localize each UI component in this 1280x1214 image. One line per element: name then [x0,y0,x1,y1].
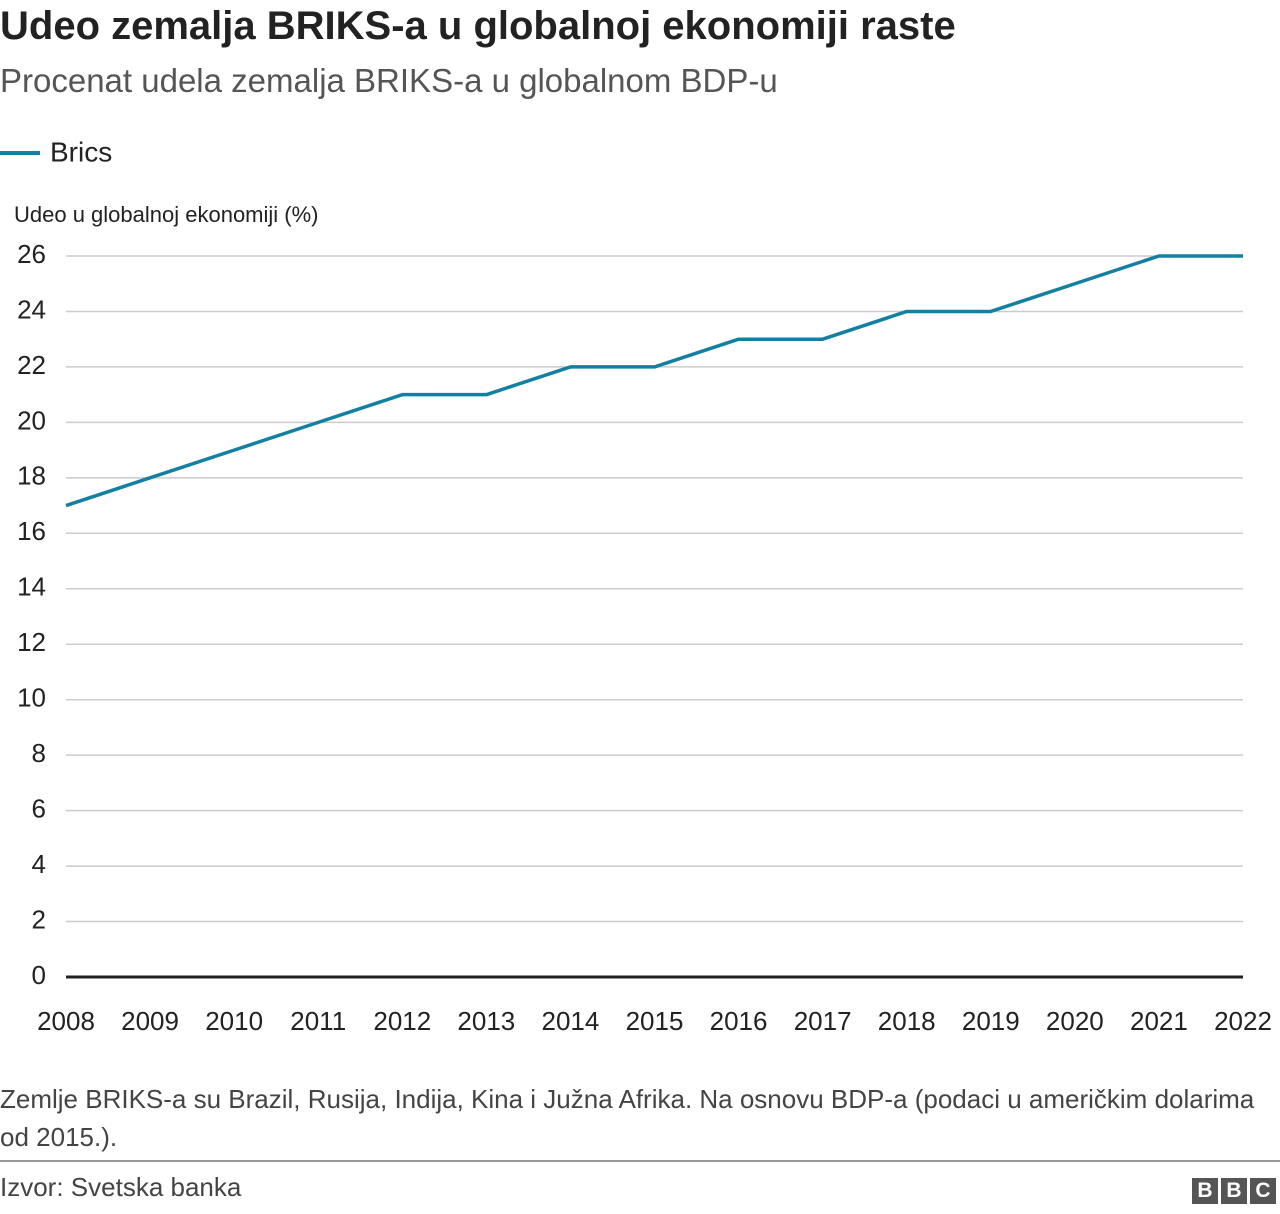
x-tick-label: 2021 [1130,1006,1188,1036]
x-tick-label: 2018 [878,1006,936,1036]
x-tick-label: 2017 [794,1006,852,1036]
source: Izvor: Svetska banka [0,1172,242,1202]
title: Udeo zemalja BRIKS-a u globalnoj ekonomi… [0,4,956,48]
x-tick-label: 2010 [205,1006,263,1036]
y-tick-label: 22 [17,350,46,380]
y-axis-label: Udeo u globalnoj ekonomiji (%) [14,202,319,227]
x-tick-label: 2020 [1046,1006,1104,1036]
y-tick-label: 18 [17,461,46,491]
x-tick-label: 2011 [290,1006,346,1036]
y-tick-label: 24 [17,294,46,324]
y-tick-label: 16 [17,516,46,546]
subtitle: Procenat udela zemalja BRIKS-a u globaln… [0,62,778,99]
y-tick-label: 20 [17,405,46,435]
note: Zemlje BRIKS-a su Brazil, Rusija, Indija… [0,1084,1255,1152]
y-tick-label: 6 [32,793,46,823]
series-line [65,254,1243,508]
x-tick-label: 2019 [962,1006,1020,1036]
x-tick-label: 2014 [542,1006,600,1036]
logo: B B C [1192,1178,1276,1204]
logo-letter: B [1221,1178,1247,1204]
logo-letter: B [1192,1178,1218,1204]
legend-label: Brics [50,136,112,167]
x-tick-label: 2008 [37,1006,95,1036]
x-tick-label: 2012 [373,1006,431,1036]
y-tick-label: 12 [17,627,46,657]
x-tick-label: 2009 [121,1006,179,1036]
y-tick-label: 14 [17,572,46,602]
y-tick-label: 8 [32,738,46,768]
x-tick-label: 2013 [457,1006,515,1036]
y-tick-label: 2 [32,904,46,934]
y-tick-label: 4 [32,849,46,879]
x-tick-label: 2016 [710,1006,768,1036]
y-tick-label: 26 [17,239,46,269]
x-tick-label: 2022 [1214,1006,1272,1036]
y-tick-label: 10 [17,683,46,713]
y-tick-label: 0 [32,960,46,990]
x-tick-label: 2015 [626,1006,684,1036]
divider [0,1160,1280,1162]
logo-letter: C [1250,1178,1276,1204]
